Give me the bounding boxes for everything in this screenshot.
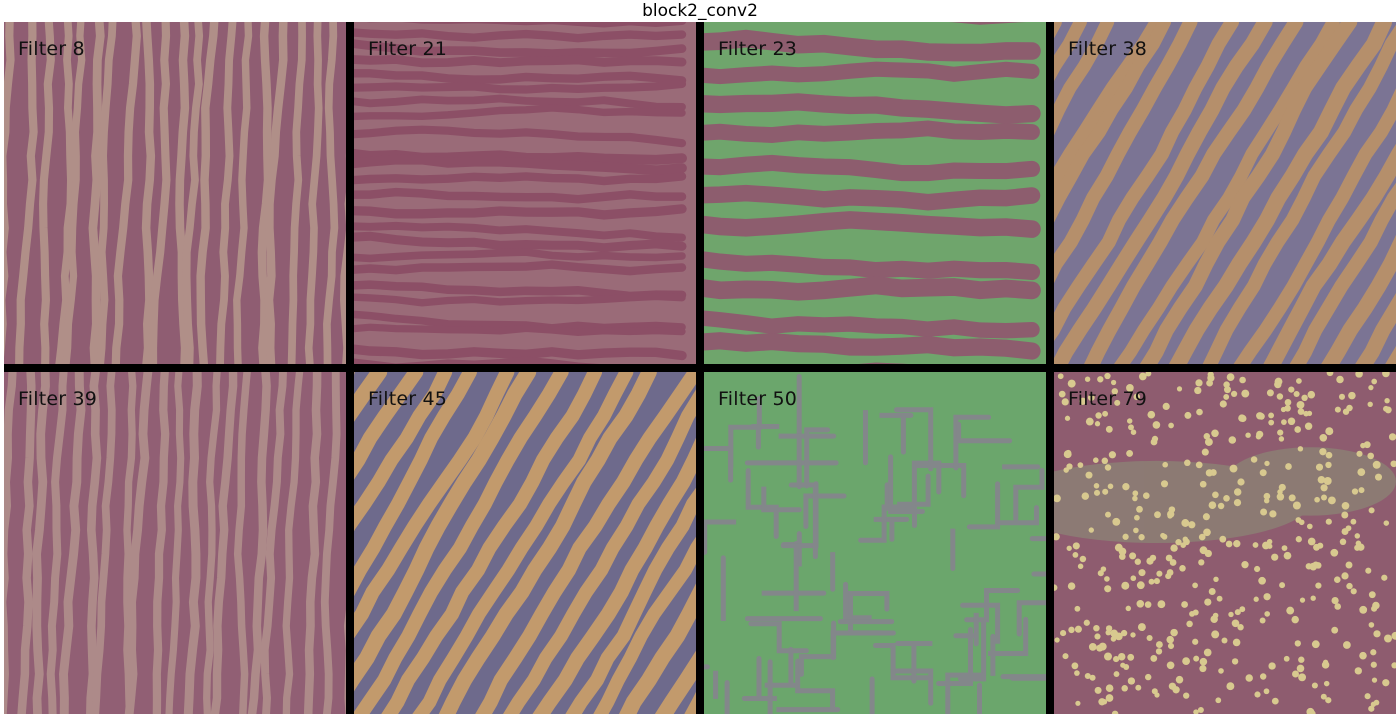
filter-tile: Filter 45: [354, 372, 696, 714]
filter-tile: Filter 38: [1054, 22, 1396, 364]
filter-label: Filter 23: [718, 38, 798, 60]
filter-tile: Filter 23: [704, 22, 1046, 364]
filter-activation-image: [704, 22, 1046, 364]
filter-tile: Filter 50: [704, 372, 1046, 714]
filter-label: Filter 8: [18, 38, 85, 60]
filter-activation-image: [704, 372, 1046, 714]
filter-tile: Filter 8: [4, 22, 346, 364]
filter-activation-image: [4, 22, 346, 364]
filter-grid: Filter 8 Filter 21 Filter 23 Filter 38 Filte…: [4, 22, 1396, 714]
figure-title: block2_conv2: [642, 1, 758, 21]
filter-label: Filter 39: [18, 388, 98, 410]
filter-activation-image: [354, 22, 696, 364]
filter-label: Filter 50: [718, 388, 798, 410]
filter-label: Filter 21: [368, 38, 448, 60]
filter-label: Filter 45: [368, 388, 448, 410]
filter-activation-image: [354, 372, 696, 714]
filter-activation-image: [1054, 22, 1396, 364]
filter-label: Filter 79: [1068, 388, 1148, 410]
filter-tile: Filter 39: [4, 372, 346, 714]
filter-tile: Filter 79: [1054, 372, 1396, 714]
filter-label: Filter 38: [1068, 38, 1148, 60]
filter-activation-image: [4, 372, 346, 714]
filter-tile: Filter 21: [354, 22, 696, 364]
filter-activation-image: [1054, 372, 1396, 714]
